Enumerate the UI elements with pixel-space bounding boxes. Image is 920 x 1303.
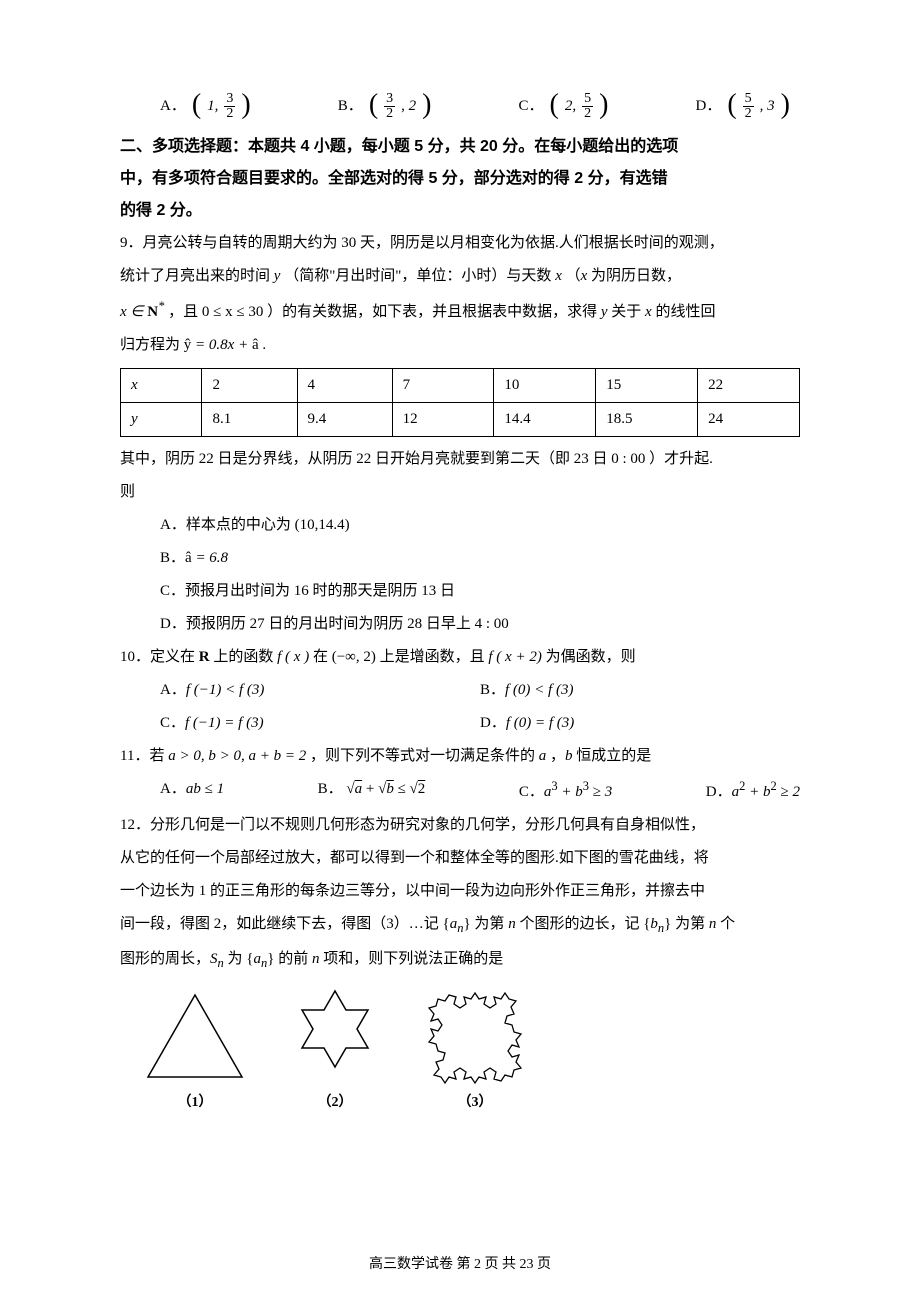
q10-option-c: C．f (−1) = f (3): [160, 707, 480, 740]
opt-label: C．: [519, 90, 544, 123]
q11-option-d: D．a2 + b2 ≥ 2: [706, 773, 800, 809]
q9-option-b: B．â = 6.8: [120, 542, 800, 575]
q8-option-d: D． ( 52 , 3 ): [695, 90, 790, 123]
q8-option-c: C． ( 2, 52 ): [519, 90, 609, 123]
q9-option-a: A．样本点的中心为 (10,14.4): [120, 509, 800, 542]
q11-option-c: C．a3 + b3 ≥ 3: [519, 773, 612, 809]
q9-option-d: D．预报阴历 27 日的月出时间为阴历 28 日早上 4 : 00: [120, 608, 800, 641]
q10-stem: 10．定义在 R 上的函数 f ( x ) 在 (−∞, 2) 上是增函数，且 …: [120, 641, 800, 674]
q9-option-c: C．预报月出时间为 16 时的那天是阴历 13 日: [120, 575, 800, 608]
q12-fig-2: （2）: [280, 987, 390, 1111]
triangle-icon: [140, 987, 250, 1087]
page: A． ( 1, 32 ) B． ( 32 , 2 ) C． ( 2, 52 ) …: [0, 0, 920, 1303]
q9-stem: 9．月亮公转与自转的周期大约为 30 天，阴历是以月相变化为依据.人们根据长时间…: [120, 227, 800, 362]
q9-after: 其中，阴历 22 日是分界线，从阴历 22 日开始月亮就要到第二天（即 23 日…: [120, 443, 800, 509]
q11-option-b: B． √a + √b ≤ √2: [318, 773, 426, 809]
q9-data-table: x 2 4 7 10 15 22 y 8.1 9.4 12 14.4 18.5 …: [120, 368, 800, 437]
q12-fig-3: （3）: [420, 987, 530, 1111]
q8-option-b: B． ( 32 , 2 ): [338, 90, 432, 123]
q12-figures: （1） （2） （3）: [120, 987, 800, 1111]
q12-fig-1: （1）: [140, 987, 250, 1111]
q10-row-cd: C．f (−1) = f (3) D．f (0) = f (3): [120, 707, 800, 740]
section-2-heading: 二、多项选择题：本题共 4 小题，每小题 5 分，共 20 分。在每小题给出的选…: [120, 131, 800, 227]
table-row: x 2 4 7 10 15 22: [121, 369, 800, 403]
q10-option-a: A．f (−1) < f (3): [160, 674, 480, 707]
q10-row-ab: A．f (−1) < f (3) B．f (0) < f (3): [120, 674, 800, 707]
q11-options-row: A．ab ≤ 1 B． √a + √b ≤ √2 C．a3 + b3 ≥ 3 D…: [120, 773, 800, 809]
q11-stem: 11．若 a > 0, b > 0, a + b = 2 ，则下列不等式对一切满…: [120, 740, 800, 773]
q11-option-a: A．ab ≤ 1: [160, 773, 224, 809]
opt-label: A．: [160, 90, 186, 123]
q10-option-d: D．f (0) = f (3): [480, 707, 800, 740]
q12-stem: 12．分形几何是一门以不规则几何形态为研究对象的几何学，分形几何具有自身相似性，…: [120, 809, 800, 977]
opt-label: B．: [338, 90, 363, 123]
opt-label: D．: [695, 90, 721, 123]
q8-options-row: A． ( 1, 32 ) B． ( 32 , 2 ) C． ( 2, 52 ) …: [120, 90, 800, 123]
star-icon: [280, 987, 390, 1087]
q10-option-b: B．f (0) < f (3): [480, 674, 800, 707]
page-footer: 高三数学试卷 第 2 页 共 23 页: [0, 1253, 920, 1273]
q8-option-a: A． ( 1, 32 ): [160, 90, 251, 123]
koch-snowflake-icon: [420, 987, 530, 1087]
table-row: y 8.1 9.4 12 14.4 18.5 24: [121, 403, 800, 437]
